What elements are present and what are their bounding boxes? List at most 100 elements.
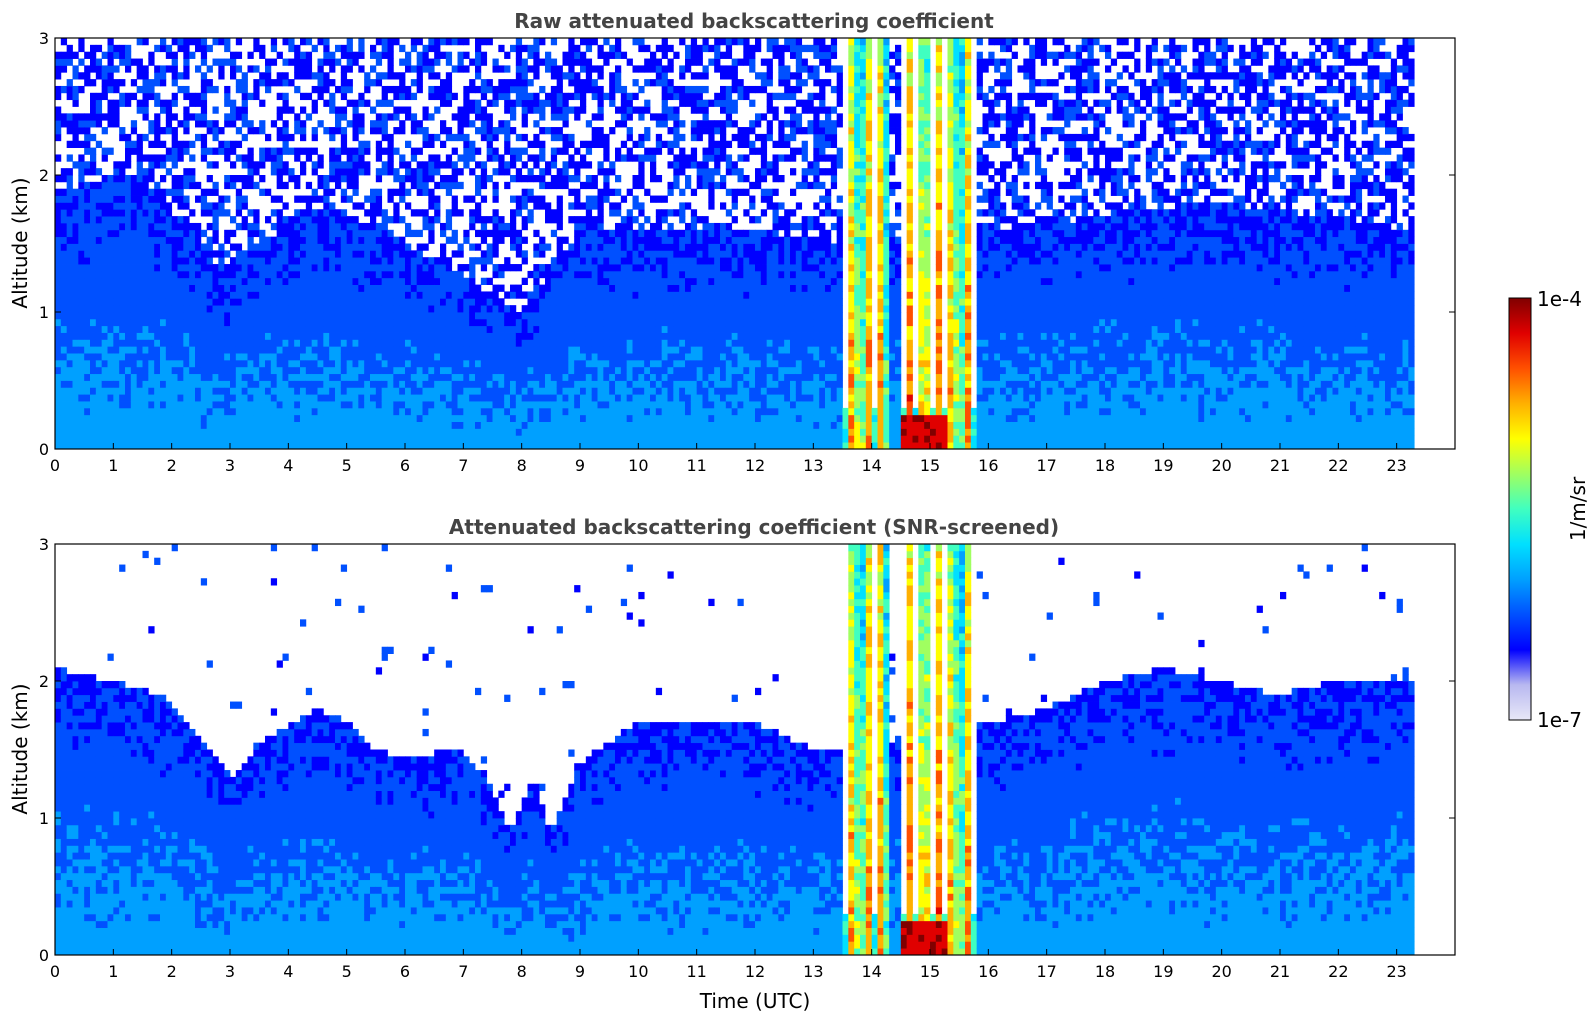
heatmap-cell (515, 236, 523, 244)
heatmap-cell (603, 312, 610, 320)
heatmap-cell (475, 65, 482, 73)
heatmap-cell (597, 264, 604, 272)
heatmap-cell (113, 298, 120, 306)
heatmap-cell (387, 435, 394, 443)
heatmap-cell (241, 113, 248, 121)
heatmap-cell (387, 428, 394, 436)
heatmap-cell (585, 407, 593, 416)
heatmap-cell (317, 161, 324, 169)
heatmap-cell (265, 401, 272, 409)
heatmap-cell (160, 270, 167, 279)
heatmap-cell (177, 380, 184, 388)
heatmap-cell (107, 216, 114, 224)
heatmap-cell (72, 435, 79, 443)
heatmap-cell (171, 366, 178, 375)
heatmap-cell (574, 366, 581, 375)
heatmap-cell (136, 407, 143, 416)
heatmap-cell (136, 373, 143, 381)
heatmap-cell (463, 113, 470, 121)
heatmap-cell (451, 38, 458, 46)
heatmap-cell (626, 428, 633, 436)
heatmap-cell (165, 373, 173, 381)
heatmap-cell (165, 332, 173, 340)
heatmap-cell (183, 92, 190, 101)
heatmap-cell (620, 442, 628, 450)
heatmap-cell (270, 401, 278, 409)
heatmap-cell (119, 79, 126, 87)
heatmap-cell (78, 175, 85, 183)
heatmap-cell (84, 332, 91, 340)
heatmap-cell (375, 147, 383, 155)
heatmap-cell (340, 387, 348, 395)
heatmap-cell (165, 394, 173, 402)
heatmap-cell (638, 277, 645, 285)
heatmap-cell (72, 387, 79, 395)
heatmap-cell (276, 407, 283, 416)
heatmap-cell (650, 401, 657, 409)
heatmap-cell (515, 339, 523, 347)
heatmap-cell (597, 92, 604, 101)
heatmap-cell (603, 394, 610, 402)
heatmap-cell (335, 216, 342, 224)
heatmap-cell (387, 353, 394, 361)
heatmap-cell (218, 380, 225, 388)
heatmap-cell (142, 79, 149, 87)
heatmap-cell (504, 92, 511, 101)
heatmap-cell (650, 175, 657, 183)
heatmap-cell (603, 181, 610, 190)
heatmap-cell (154, 243, 161, 251)
heatmap-cell (527, 270, 534, 279)
heatmap-cell (90, 243, 97, 251)
heatmap-cell (154, 325, 161, 333)
heatmap-cell (340, 127, 348, 135)
heatmap-cell (230, 380, 237, 388)
heatmap-cell (270, 291, 278, 299)
heatmap-cell (451, 270, 458, 279)
heatmap-cell (235, 250, 243, 258)
heatmap-cell (282, 161, 289, 169)
heatmap-cell (521, 175, 528, 183)
heatmap-cell (335, 243, 342, 251)
heatmap-cell (539, 421, 546, 429)
heatmap-cell (475, 332, 482, 340)
heatmap-cell (346, 216, 353, 224)
heatmap-cell (515, 85, 523, 94)
heatmap-cell (66, 407, 73, 416)
heatmap-cell (294, 181, 301, 190)
heatmap-cell (101, 401, 108, 409)
heatmap-cell (136, 401, 143, 409)
heatmap-cell (358, 284, 365, 292)
heatmap-cell (84, 325, 91, 333)
heatmap-cell (370, 236, 377, 244)
heatmap-cell (533, 339, 540, 347)
heatmap-cell (288, 380, 295, 388)
heatmap-cell (504, 339, 511, 347)
heatmap-cell (597, 140, 604, 148)
heatmap-cell (375, 353, 383, 361)
heatmap-cell (276, 380, 283, 388)
heatmap-cell (270, 339, 278, 347)
heatmap-cell (638, 236, 645, 244)
heatmap-cell (259, 127, 266, 135)
heatmap-cell (375, 127, 383, 135)
heatmap-cell (241, 202, 248, 210)
heatmap-cell (55, 236, 62, 244)
heatmap-cell (475, 401, 482, 409)
heatmap-cell (142, 38, 149, 46)
heatmap-cell (294, 291, 301, 299)
heatmap-cell (276, 421, 283, 429)
heatmap-cell (405, 250, 412, 258)
heatmap-cell (148, 175, 155, 183)
heatmap-cell (165, 127, 173, 135)
heatmap-cell (428, 312, 435, 320)
heatmap-cell (218, 284, 225, 292)
heatmap-cell (434, 291, 441, 299)
heatmap-cell (130, 318, 138, 327)
heatmap-cell (568, 394, 575, 402)
heatmap-cell (125, 277, 132, 285)
heatmap-cell (154, 113, 161, 121)
heatmap-cell (95, 305, 103, 313)
heatmap-cell (364, 373, 371, 381)
heatmap-cell (545, 442, 552, 450)
heatmap-cell (142, 291, 149, 299)
